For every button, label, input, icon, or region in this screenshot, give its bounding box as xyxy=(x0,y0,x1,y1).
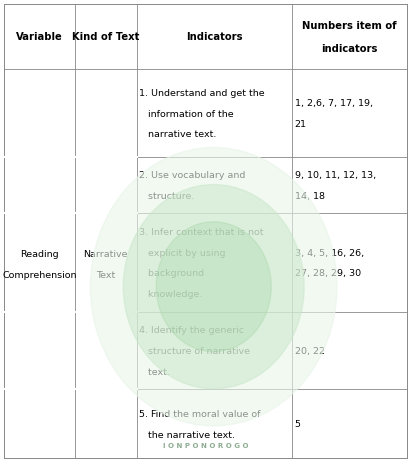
Text: 20, 22: 20, 22 xyxy=(295,346,325,356)
Text: 3. Infer context that is not

   explicit by using

   background

   knowledge.: 3. Infer context that is not explicit by… xyxy=(139,227,264,299)
Text: Reading

Comprehension: Reading Comprehension xyxy=(2,249,76,279)
Text: I O N P O N O R O G O: I O N P O N O R O G O xyxy=(163,443,248,448)
Circle shape xyxy=(156,222,271,352)
Circle shape xyxy=(123,185,304,389)
Text: 9, 10, 11, 12, 13,

14, 18: 9, 10, 11, 12, 13, 14, 18 xyxy=(295,171,376,200)
Text: Kind of Text: Kind of Text xyxy=(72,32,139,42)
Text: Variable: Variable xyxy=(16,32,63,42)
Text: 5. Find the moral value of

   the narrative text.: 5. Find the moral value of the narrative… xyxy=(139,409,261,438)
Text: Numbers item of

indicators: Numbers item of indicators xyxy=(302,21,397,54)
Text: Indicators: Indicators xyxy=(186,32,243,42)
Text: 1, 2,6, 7, 17, 19,

21: 1, 2,6, 7, 17, 19, 21 xyxy=(295,99,372,129)
Text: 2. Use vocabulary and

   structure.: 2. Use vocabulary and structure. xyxy=(139,171,246,200)
Text: 1. Understand and get the

   information of the

   narrative text.: 1. Understand and get the information of… xyxy=(139,88,265,139)
Text: 3, 4, 5, 16, 26,

27, 28, 29, 30: 3, 4, 5, 16, 26, 27, 28, 29, 30 xyxy=(295,248,364,278)
Text: Narrative

Text: Narrative Text xyxy=(83,249,128,279)
Text: 5: 5 xyxy=(295,419,300,428)
Circle shape xyxy=(90,148,337,426)
Text: 4. Identify the generic

   structure of narrative

   text.: 4. Identify the generic structure of nar… xyxy=(139,325,250,376)
